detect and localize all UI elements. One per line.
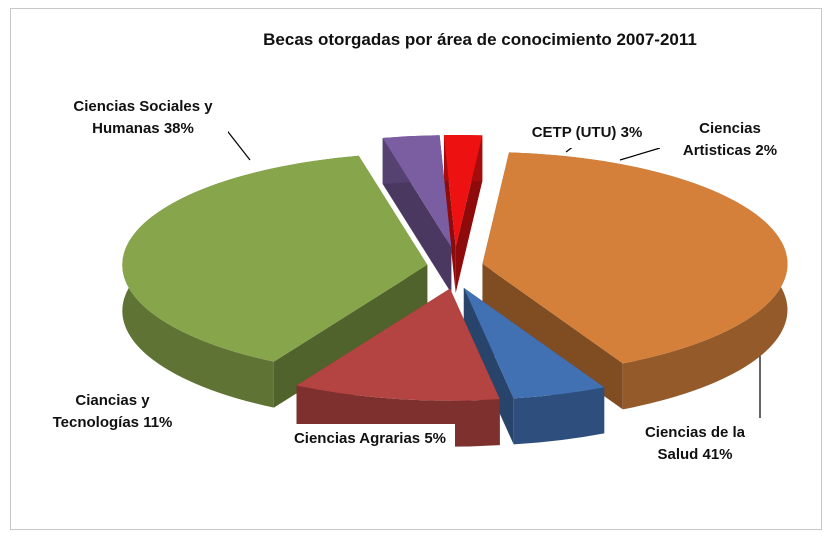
label-value: 3% — [620, 124, 643, 141]
data-label: Ciencias Artisticas 2% — [660, 114, 800, 166]
slice — [482, 152, 788, 410]
leader-line — [224, 127, 251, 161]
leader-line — [619, 147, 661, 161]
chart-title: Becas otorgadas por área de conocimiento… — [263, 30, 697, 49]
data-label: Ciencias de la Salud 41% — [620, 418, 770, 470]
data-label: Ciancias y Tecnologías 11% — [30, 386, 195, 438]
data-label: CETP (UTU) 3% — [512, 118, 662, 148]
label-name: Ciencias Sociales y Humanas — [73, 98, 213, 137]
label-value: 38% — [163, 120, 194, 137]
slice — [482, 152, 788, 364]
slice-side — [463, 287, 514, 445]
chart-frame — [10, 8, 822, 530]
slice — [382, 135, 452, 294]
slice — [122, 155, 428, 408]
label-name: Ciancias y Tecnologías — [52, 392, 150, 431]
slice — [443, 135, 483, 294]
label-name: Ciencias Agrarias — [293, 430, 421, 447]
slice — [463, 287, 605, 445]
slice — [122, 155, 428, 362]
slice-side — [482, 263, 623, 410]
data-label: Ciencias Agrarias 5% — [285, 424, 455, 454]
label-value: 41% — [702, 446, 733, 463]
slice — [463, 287, 605, 399]
data-label: Ciencias Sociales y Humanas 38% — [58, 92, 228, 144]
label-name: CETP (UTU) — [531, 124, 617, 141]
slice — [296, 288, 500, 401]
slice-side — [513, 387, 605, 445]
slice-side — [273, 264, 428, 408]
slice — [443, 135, 483, 248]
label-name: Ciencias de la Salud — [644, 424, 746, 463]
label-value: 11% — [143, 414, 173, 431]
label-value: 5% — [424, 430, 447, 447]
label-name: Ciencias Artisticas — [682, 120, 761, 159]
slice — [382, 135, 452, 248]
label-value: 2% — [755, 142, 778, 159]
